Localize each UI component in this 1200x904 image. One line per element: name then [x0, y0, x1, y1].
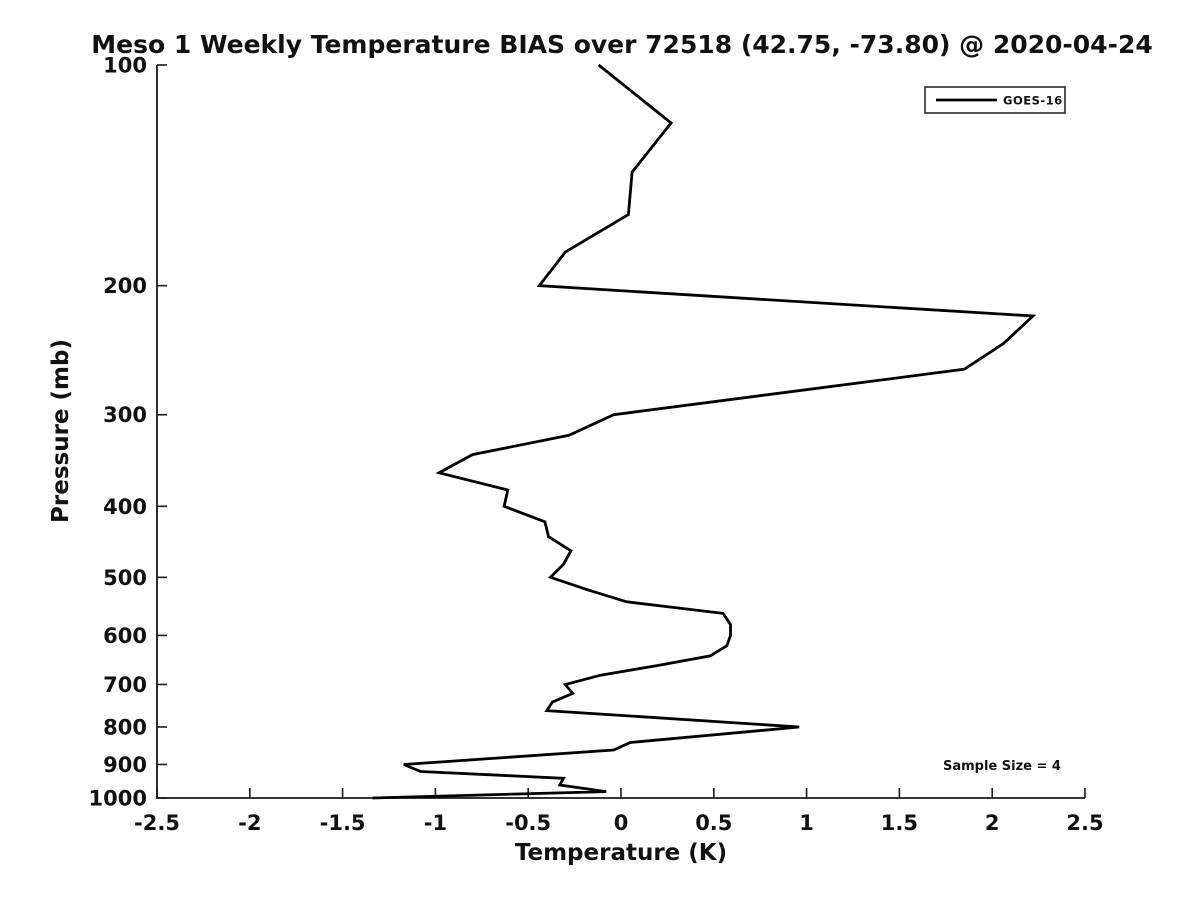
x-tick-label: 2.5	[1066, 811, 1103, 835]
x-tick-label: 0.5	[695, 811, 732, 835]
y-tick-label: 100	[103, 54, 147, 78]
y-tick-label: 200	[103, 274, 147, 298]
x-tick-label: -2.5	[134, 811, 180, 835]
x-tick-label: -1	[424, 811, 447, 835]
axes: -2.5 -2 -1.5 -1 -0.5 0 0.5 1 1.5 2 2.5 100 200 300 400…	[89, 54, 1104, 836]
legend: GOES-16	[924, 86, 1066, 114]
y-tick-label: 300	[103, 403, 147, 427]
x-tick-label: 0	[614, 811, 629, 835]
y-tick-label: 600	[103, 624, 147, 648]
x-tick-label: 1.5	[881, 811, 918, 835]
x-tick-label: -1.5	[320, 811, 366, 835]
chart-title: Meso 1 Weekly Temperature BIAS over 7251…	[91, 30, 1152, 59]
sample-size-annotation: Sample Size = 4	[943, 759, 1061, 774]
y-tick-label: 800	[103, 715, 147, 739]
x-tick-label: 1	[799, 811, 814, 835]
x-tick-label: -0.5	[505, 811, 551, 835]
y-tick-label: 700	[103, 673, 147, 697]
x-axis-label: Temperature (K)	[515, 840, 727, 866]
x-tick-label: -2	[238, 811, 261, 835]
y-tick-label: 400	[103, 495, 147, 519]
y-tick-label: 500	[103, 566, 147, 590]
data-line-group	[372, 63, 1037, 800]
legend-label: GOES-16	[1003, 94, 1063, 108]
y-tick-label: 900	[103, 753, 147, 777]
y-axis-label: Pressure (mb)	[48, 339, 74, 523]
x-tick-label: 2	[985, 811, 1000, 835]
y-tick-label: 1000	[89, 787, 147, 811]
series-goes-16	[372, 63, 1037, 800]
